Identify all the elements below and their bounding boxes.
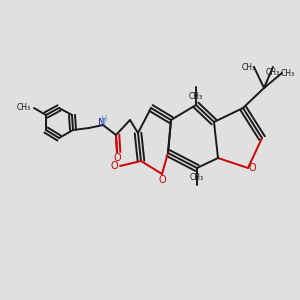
Text: CH₃: CH₃ [266, 68, 280, 77]
Text: O: O [113, 153, 121, 163]
Text: CH₃: CH₃ [189, 92, 203, 100]
Text: CH₃: CH₃ [190, 173, 204, 182]
Text: O: O [249, 163, 256, 173]
Text: O: O [111, 161, 119, 171]
Text: O: O [158, 175, 166, 185]
Text: CH₃: CH₃ [280, 68, 295, 77]
Text: CH₃: CH₃ [17, 103, 31, 112]
Text: H: H [100, 115, 106, 124]
Text: CH₃: CH₃ [242, 62, 256, 71]
Text: N: N [98, 118, 105, 128]
